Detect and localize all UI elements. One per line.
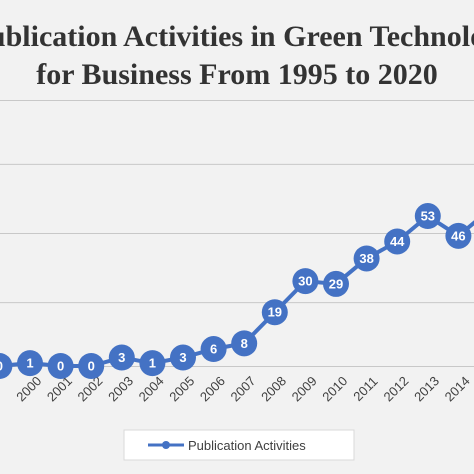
data-label: 6 <box>210 342 217 357</box>
legend-swatch-marker <box>162 441 170 449</box>
data-label: 30 <box>298 274 312 289</box>
data-point <box>78 353 105 379</box>
x-tick-label: 2012 <box>380 373 411 404</box>
data-label: 3 <box>118 350 125 365</box>
x-tick-label: 2003 <box>105 373 136 404</box>
data-point <box>384 228 411 255</box>
x-tick-label: 2014 <box>442 373 473 404</box>
x-tick-label: 2007 <box>227 373 258 404</box>
data-point <box>261 299 288 326</box>
data-label: 29 <box>329 276 343 291</box>
chart-title-line-2: for Business From 1995 to 2020 <box>36 58 437 91</box>
data-label: 0 <box>0 359 3 374</box>
data-label: 38 <box>359 251 373 266</box>
x-axis-tick-labels: 2000 2001 2002 2003 2004 2005 2006 2007 2008 2009… <box>13 373 474 404</box>
data-point <box>445 222 472 249</box>
data-point <box>47 353 74 379</box>
x-tick-label: 2005 <box>166 373 197 404</box>
data-point <box>323 270 349 297</box>
x-tick-label: 2000 <box>13 373 44 404</box>
gridlines <box>0 100 474 367</box>
data-label: 0 <box>88 359 95 374</box>
data-point <box>17 350 43 377</box>
data-point <box>139 350 166 377</box>
data-point <box>353 245 380 272</box>
data-point <box>231 330 258 357</box>
series-points: 01003136819302938445346555 <box>0 203 472 379</box>
data-point <box>108 344 135 371</box>
data-label: 19 <box>268 305 282 320</box>
data-point <box>414 203 441 230</box>
legend: Publication Activities <box>123 429 355 461</box>
x-tick-label: 2008 <box>258 373 289 404</box>
data-point <box>200 336 227 363</box>
data-label: 3 <box>179 350 186 365</box>
x-tick-label: 2013 <box>411 373 442 404</box>
x-tick-label: 2004 <box>136 373 167 404</box>
data-label: 0 <box>57 359 64 374</box>
data-label: 46 <box>451 228 465 243</box>
data-label: 8 <box>241 336 248 351</box>
data-label: 1 <box>149 356 156 371</box>
data-point <box>292 268 319 295</box>
data-point <box>170 344 196 371</box>
data-point <box>0 353 13 379</box>
data-label: 1 <box>26 356 33 371</box>
legend-label: Publication Activities <box>188 438 306 453</box>
x-tick-label: 2010 <box>319 373 350 404</box>
x-tick-label: 2011 <box>350 374 380 404</box>
x-tick-label: 2006 <box>197 373 228 404</box>
data-label: 53 <box>421 209 435 224</box>
chart-title-line-1: ublication Activities in Green Technolo <box>0 20 474 53</box>
data-label: 44 <box>390 234 405 249</box>
x-tick-label: 2009 <box>289 373 320 404</box>
